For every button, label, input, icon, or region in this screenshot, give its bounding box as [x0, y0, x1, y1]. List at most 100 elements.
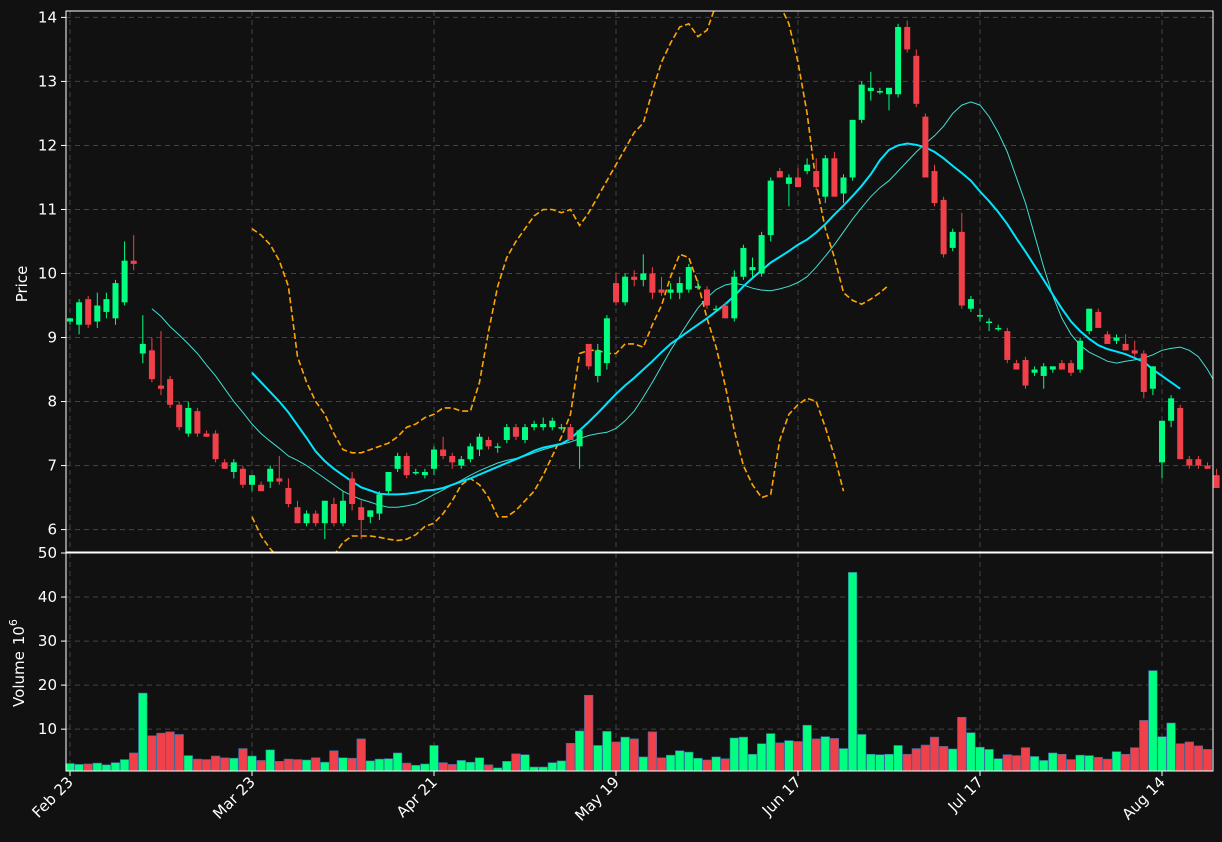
candle-body-down — [658, 289, 665, 293]
volume-tick-label: 50 — [38, 544, 57, 562]
volume-bar-up — [893, 745, 903, 772]
candle-body-down — [958, 231, 965, 306]
volume-bar-up — [847, 572, 858, 772]
volume-bar-down — [1102, 758, 1112, 772]
volume-bar-down — [584, 694, 594, 772]
volume-bar-up — [101, 764, 111, 772]
volume-bar-up — [420, 763, 430, 772]
candle-body-down — [294, 507, 301, 524]
candle-body-up — [1149, 366, 1156, 389]
candle-body-down — [813, 171, 820, 188]
candle-body-up — [995, 327, 1002, 330]
volume-bar-down — [629, 738, 639, 772]
volume-bar-down — [83, 763, 93, 772]
candle-body-down — [449, 455, 456, 463]
candle-body-up — [740, 247, 747, 277]
volume-bar-up — [529, 766, 539, 772]
volume-bar-down — [356, 738, 366, 772]
candle-body-up — [431, 449, 437, 469]
volume-bar-down — [1066, 759, 1076, 772]
volume-bar-down — [347, 757, 357, 772]
volume-bar-up — [383, 758, 394, 772]
candle-body-up — [685, 267, 692, 290]
candle-body-down — [913, 55, 920, 104]
price-tick-label: 13 — [38, 72, 57, 90]
candle-body-up — [867, 87, 874, 92]
candle-body-down — [795, 177, 801, 188]
candle-body-up — [785, 177, 792, 184]
volume-bar-up — [975, 746, 985, 772]
candle-body-up — [103, 299, 110, 312]
candle-body-down — [148, 350, 155, 380]
candle-body-down — [704, 289, 710, 306]
candle-body-up — [1031, 369, 1038, 373]
candle-body-up — [549, 420, 556, 428]
volume-bar-down — [311, 757, 321, 772]
volume-bars — [65, 572, 1213, 772]
candle-body-down — [330, 503, 337, 524]
candle-body-up — [494, 446, 501, 448]
candle-body-down — [776, 171, 783, 178]
volume-bar-up — [392, 752, 403, 772]
volume-bar-down — [447, 764, 457, 772]
candle-body-down — [722, 305, 729, 319]
volume-bar-up — [556, 760, 566, 772]
volume-bar-down — [1057, 753, 1067, 772]
candle-body-down — [1213, 475, 1220, 488]
candle-body-up — [676, 283, 683, 293]
candle-body-up — [767, 180, 774, 236]
volume-bar-up — [665, 754, 676, 772]
volume-axis-exponent: 6 — [7, 619, 20, 626]
volume-bar-up — [638, 756, 648, 772]
volume-bar-up — [265, 749, 275, 772]
volume-bar-down — [283, 758, 294, 772]
volume-bar-up — [338, 757, 348, 772]
price-tick-label: 7 — [47, 457, 57, 475]
price-tick-label: 9 — [47, 329, 57, 347]
candle-body-up — [385, 471, 392, 492]
volume-bar-up — [875, 754, 885, 772]
volume-panel-frame — [65, 552, 1214, 772]
candle-body-down — [403, 455, 410, 476]
candle-body-down — [1204, 465, 1211, 469]
volume-bar-up — [538, 766, 548, 772]
candle-body-down — [1058, 363, 1065, 370]
candle-body-up — [412, 471, 419, 474]
volume-bar-up — [456, 760, 466, 772]
candle-body-up — [185, 407, 192, 434]
volume-bar-down — [1130, 747, 1140, 772]
volume-bar-down — [656, 757, 667, 772]
candle-body-up — [640, 273, 647, 280]
candle-body-up — [1168, 398, 1175, 421]
candle-body-down — [1022, 359, 1029, 386]
candle-body-down — [312, 513, 319, 524]
volume-bar-down — [201, 759, 212, 772]
candle-body-up — [558, 427, 565, 429]
candle-body-up — [713, 308, 720, 311]
candle-body-up — [467, 446, 474, 460]
candle-body-down — [85, 299, 92, 325]
volume-bar-down — [911, 748, 921, 772]
volume-bar-up — [738, 736, 748, 772]
volume-bar-up — [602, 731, 612, 772]
candle-body-down — [1004, 331, 1011, 360]
candle-body-up — [967, 299, 974, 309]
volume-bar-up — [1157, 736, 1167, 772]
candle-body-up — [503, 427, 510, 440]
volume-bar-up — [620, 736, 630, 772]
volume-bar-up — [747, 753, 758, 772]
volume-bar-down — [811, 738, 821, 772]
volume-bar-up — [693, 757, 703, 772]
volume-bar-down — [256, 760, 266, 772]
volume-bar-up — [1111, 751, 1122, 772]
volume-bar-up — [948, 748, 958, 772]
volume-bar-up — [183, 755, 193, 772]
candle-body-down — [585, 343, 592, 367]
volume-bar-up — [1048, 752, 1058, 772]
volume-axis-label: Volume — [10, 651, 28, 707]
volume-bar-up — [110, 762, 121, 772]
volume-bar-up — [92, 762, 102, 772]
candle-body-down — [1104, 334, 1111, 344]
volume-bar-up — [374, 758, 385, 772]
